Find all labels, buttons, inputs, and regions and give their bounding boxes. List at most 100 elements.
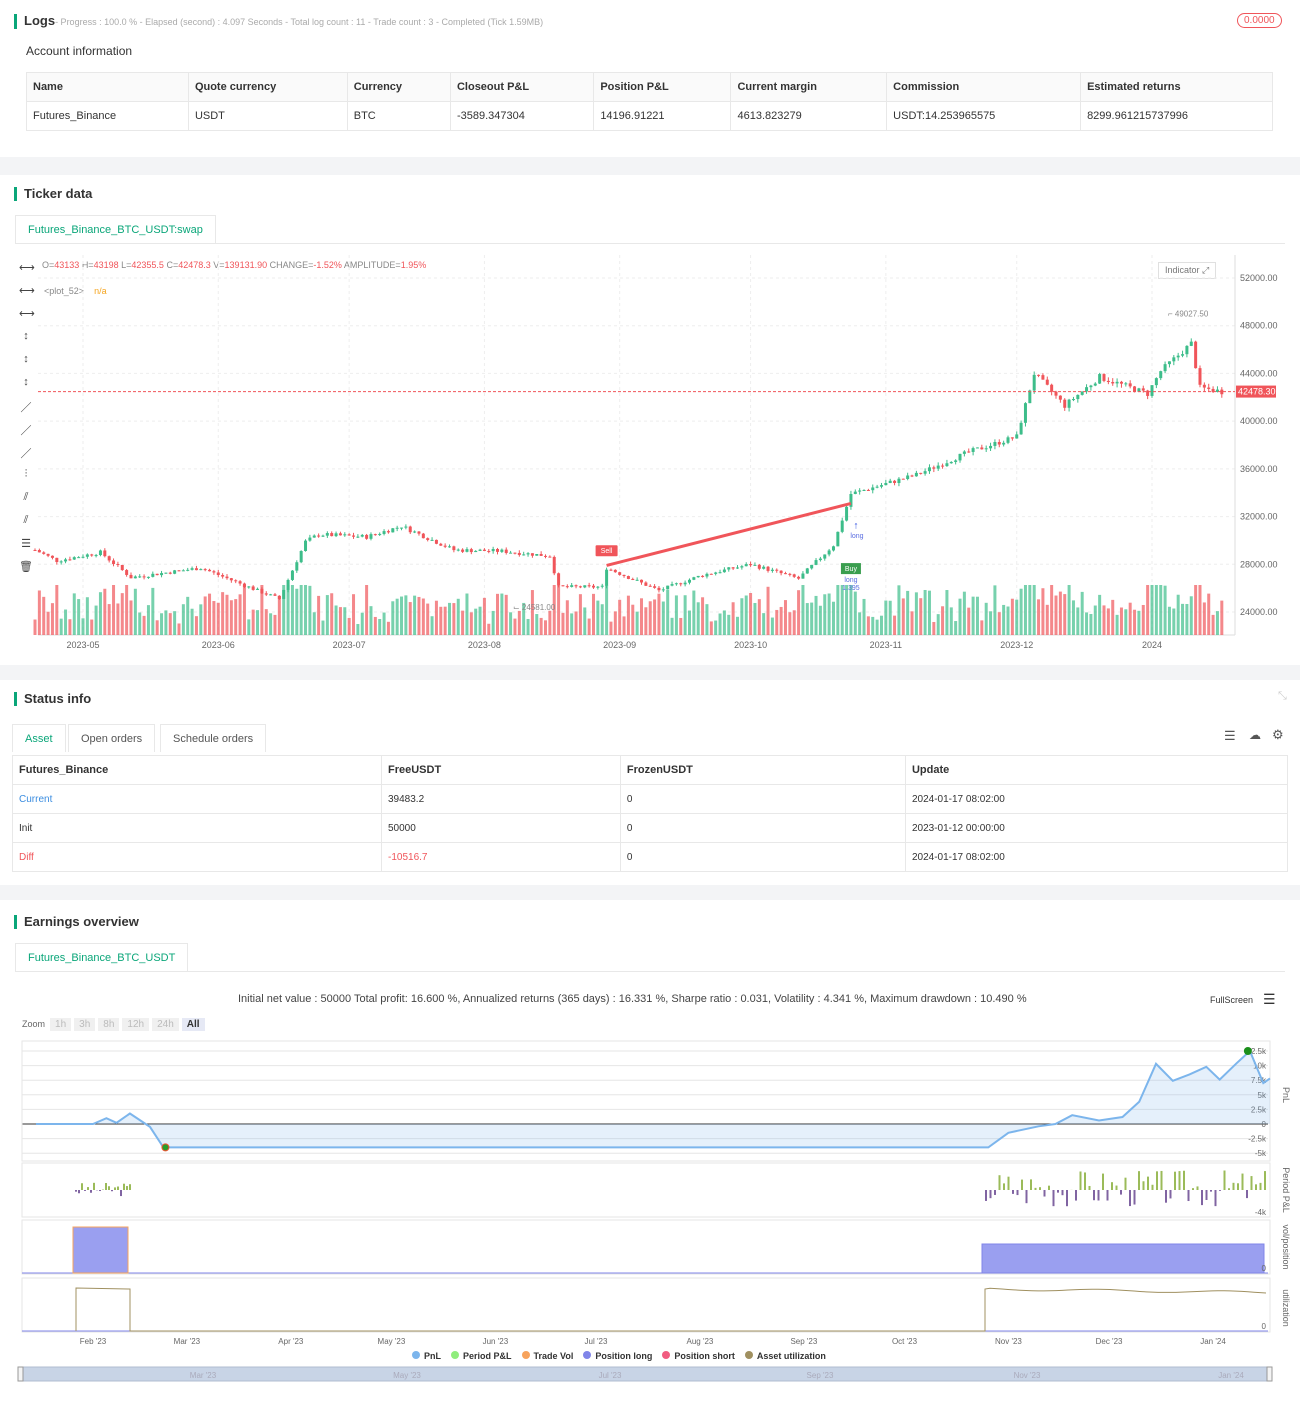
candle-body [722,569,726,573]
earnings-chart[interactable]: 12.5k 10k 7.5k 5k 2.5k 0 -2.5k -5k PnL Period P&L… [0,900,1300,1404]
period-pnl-bar [90,1190,92,1193]
candle-body [1185,345,1189,355]
navigator-handle-left[interactable] [17,1366,24,1382]
horizontal-line-icon[interactable]: ⟷ [19,262,35,274]
trash-icon[interactable]: 🗑 [19,561,33,573]
account-title: Account information [26,44,133,58]
table-cell[interactable]: Current [12,784,382,814]
vertical-line-icon[interactable]: ↕ [23,330,29,342]
volume-bar [400,596,404,635]
trend-line-icon[interactable]: ／ [20,402,32,414]
volume-bar [722,610,726,635]
candle-body [1141,388,1145,391]
volume-bar [1102,605,1106,635]
period-pnl-bar [1039,1187,1041,1190]
chart-menu-icon[interactable]: ☰ [1263,991,1276,1007]
candle-body [391,528,395,533]
volume-bar [1176,594,1180,635]
legend-item[interactable]: Position long [583,1351,652,1361]
volume-bar [491,610,495,635]
candle-body [1002,442,1006,445]
fullscreen-button[interactable]: FullScreen [1210,995,1254,1005]
zoom-24h[interactable]: 24h [152,1018,179,1031]
collapse-icon[interactable]: ⤡ [1278,690,1287,702]
volume-bar [1028,585,1032,635]
volume-bar [33,619,37,635]
volume-bar [757,599,761,635]
pnl-tick: 0 [1262,1120,1267,1129]
table-cell: 0 [619,842,906,872]
candle-body [1067,399,1071,408]
legend-item[interactable]: Asset utilization [744,1351,826,1361]
candle-body [352,535,356,537]
vertical-ray-icon[interactable]: ↕ [23,353,29,365]
zoom-All[interactable]: All [181,1018,205,1031]
candle-body [146,576,150,578]
fork-icon[interactable]: ⫽ [23,514,29,526]
candle-body [1106,380,1110,382]
tab-schedule-orders[interactable]: Schedule orders [160,724,267,752]
candle-body [958,453,962,461]
volume-bar [426,603,430,635]
legend-item[interactable]: Period P&L [451,1351,512,1361]
zoom-1h[interactable]: 1h [50,1018,72,1031]
candle-body [1076,394,1080,400]
zoom-8h[interactable]: 8h [98,1018,120,1031]
table-cell[interactable]: Diff [12,842,382,872]
candle-body [522,554,526,556]
trend-ray-icon[interactable]: ／ [20,425,32,437]
volume-bar [622,616,626,635]
candle-body [107,556,111,561]
cloud-download-icon[interactable]: ☁ [1249,728,1261,742]
period-pnl-bar [1057,1190,1059,1193]
horizontal-ray-icon[interactable]: ⟷ [19,285,35,297]
volume-bar [286,585,290,635]
tab-open-orders[interactable]: Open orders [68,724,156,752]
candlestick-chart[interactable]: 52000.00 48000.00 44000.00 40000.00 36000.00… [0,175,1300,665]
parallel-channel-icon[interactable]: ⫽ [23,491,29,503]
candle-body [1220,389,1224,395]
candle-body [845,506,849,521]
zoom-3h[interactable]: 3h [74,1018,96,1031]
navigator-handle-right[interactable] [1266,1366,1273,1382]
legend-item[interactable]: Trade Vol [521,1351,573,1361]
pnl-line [36,1049,1271,1149]
indicator-button[interactable]: Indicator ⤢ [1158,262,1217,279]
candle-body [1089,385,1093,388]
horizontal-segment-icon[interactable]: ⟷ [19,308,35,320]
price-range-icon[interactable]: ⫶ [24,468,28,480]
period-pnl-bar [994,1190,996,1195]
gear-icon[interactable]: ⚙ [1272,727,1284,742]
fib-icon[interactable]: ☰ [21,538,31,550]
volume-bar [216,602,220,635]
candle-body [369,534,373,539]
tab-ticker-symbol[interactable]: Futures_Binance_BTC_USDT:swap [15,215,216,243]
tab-earnings-symbol[interactable]: Futures_Binance_BTC_USDT [15,943,189,971]
volume-bar [548,610,552,635]
y-tick-label: 36000.00 [1240,464,1278,474]
trend-segment-icon[interactable]: ／ [20,448,32,460]
vertical-segment-icon[interactable]: ↕ [23,376,29,388]
candle-body [919,472,923,474]
menu-icon[interactable]: ☰ [1224,728,1236,743]
candle-body [164,572,168,574]
volume-bar [862,598,866,635]
account-table: Name Quote currency Currency Closeout P&L Po… [26,72,1273,131]
table-cell: -10516.7 [381,842,621,872]
legend-item[interactable]: Position short [662,1351,735,1361]
candle-body [77,557,81,559]
zoom-12h[interactable]: 12h [122,1018,150,1031]
x-tick-label: Feb '23 [80,1337,107,1346]
volume-bar [692,590,696,635]
candle-body [46,553,50,556]
volume-bar [1076,607,1080,635]
candle-body [644,582,648,586]
period-pnl-bar [1241,1173,1244,1190]
volume-bar [783,600,787,635]
volume-bar [683,595,687,635]
legend-item[interactable]: PnL [412,1351,441,1361]
tab-asset[interactable]: Asset [12,724,66,752]
candle-body [561,585,565,587]
volume-bar [321,620,325,635]
volume-bar [613,611,617,635]
